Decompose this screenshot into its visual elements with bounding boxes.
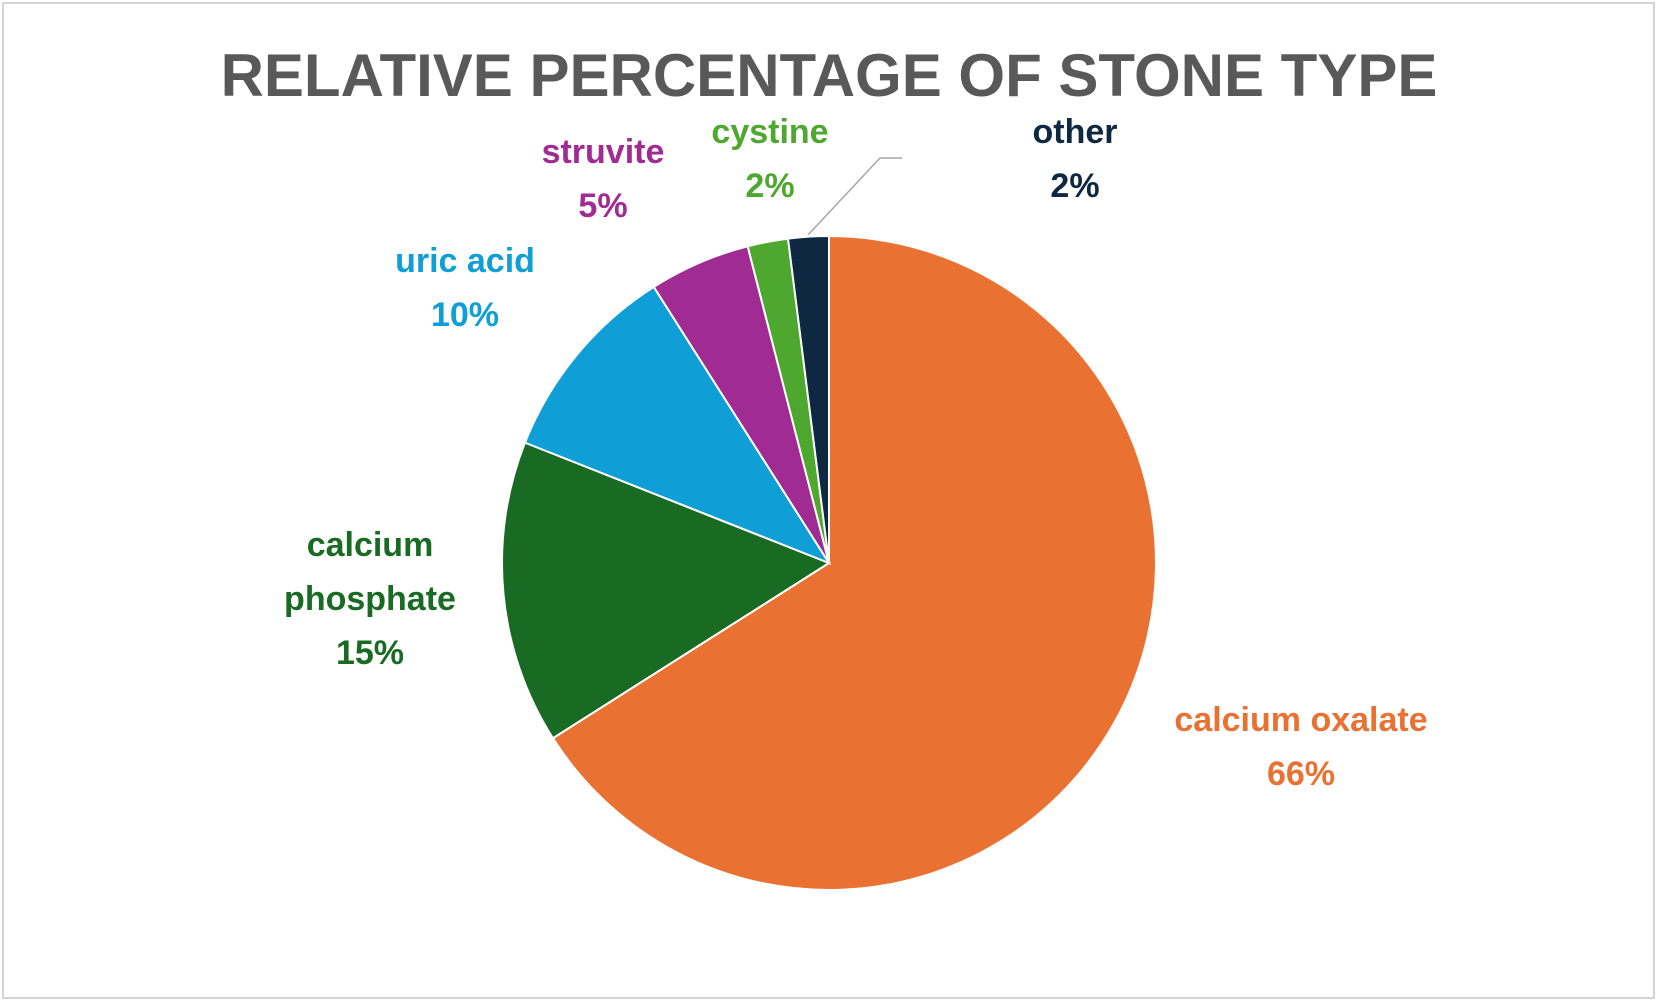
data-label-percent: 5% bbox=[578, 187, 627, 225]
data-label-2: uric acid 10% bbox=[395, 242, 535, 334]
data-label-0: calcium oxalate 66% bbox=[1174, 701, 1427, 793]
data-labels: calcium oxalate 66% calcium phosphate 15% uri… bbox=[284, 113, 1428, 793]
data-label-percent: 15% bbox=[336, 634, 404, 672]
leader-line-other bbox=[807, 157, 902, 236]
pie-slices bbox=[501, 234, 1157, 891]
chart-title: RELATIVE PERCENTAGE OF STONE TYPE bbox=[221, 42, 1438, 109]
data-label-1: calcium phosphate 15% bbox=[284, 526, 456, 672]
data-label-5: other 2% bbox=[1033, 113, 1118, 205]
data-label-percent: 10% bbox=[431, 296, 499, 334]
leader-lines bbox=[807, 157, 902, 236]
data-label-category: calcium oxalate bbox=[1174, 701, 1427, 739]
data-label-3: struvite 5% bbox=[542, 133, 665, 225]
data-label-percent: 66% bbox=[1267, 755, 1335, 793]
pie-slice-5 bbox=[786, 234, 830, 564]
data-label-percent: 2% bbox=[745, 167, 794, 205]
data-label-category: calcium bbox=[307, 526, 434, 564]
data-label-category: other bbox=[1033, 113, 1118, 151]
pie-slice-2 bbox=[523, 285, 832, 566]
pie-slice-0 bbox=[551, 234, 1157, 891]
pie-slice-1 bbox=[501, 441, 832, 740]
data-label-category: uric acid bbox=[395, 242, 535, 280]
data-label-category: phosphate bbox=[284, 580, 456, 618]
data-label-4: cystine 2% bbox=[711, 113, 828, 205]
data-label-percent: 2% bbox=[1050, 167, 1099, 205]
data-label-category: struvite bbox=[542, 133, 665, 171]
data-label-category: cystine bbox=[711, 113, 828, 151]
